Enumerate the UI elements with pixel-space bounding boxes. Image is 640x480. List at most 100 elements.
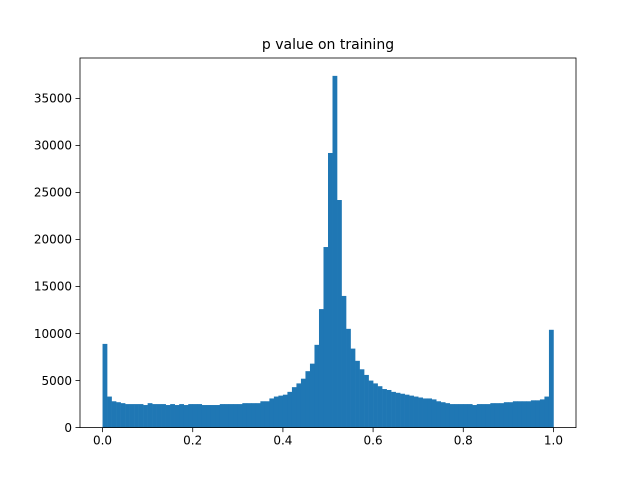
histogram-bar — [152, 404, 157, 428]
histogram-bars — [102, 75, 554, 428]
histogram-bar — [341, 295, 347, 428]
histogram-bar — [147, 403, 153, 428]
histogram-bar — [472, 405, 478, 428]
histogram-bar — [197, 404, 203, 428]
histogram-bar — [296, 383, 302, 428]
histogram-bar — [409, 395, 414, 428]
y-tick-label: 0 — [64, 421, 72, 435]
histogram-bar — [237, 404, 243, 428]
histogram-bar — [188, 404, 194, 428]
histogram-bar — [463, 404, 469, 428]
x-tick-label: 0.0 — [93, 434, 112, 448]
histogram-bar — [364, 374, 369, 428]
histogram-bar — [494, 403, 500, 428]
histogram-bar — [116, 402, 121, 428]
histogram-bar — [314, 344, 320, 428]
histogram-bar — [224, 404, 230, 428]
histogram-bar — [215, 405, 221, 428]
x-tick-label: 0.6 — [364, 434, 383, 448]
histogram-bar — [382, 389, 387, 428]
y-tick-label: 15000 — [34, 280, 72, 294]
x-tick-label: 0.2 — [183, 434, 202, 448]
histogram-bar — [228, 404, 234, 428]
histogram-bar — [269, 398, 275, 428]
histogram-bar — [440, 402, 446, 428]
histogram-bar — [305, 371, 311, 428]
histogram-bar — [508, 402, 514, 428]
x-tick-label: 0.4 — [273, 434, 292, 448]
histogram-bar — [418, 397, 423, 428]
histogram-bar — [517, 401, 523, 428]
histogram-bar — [138, 404, 144, 428]
histogram-bar — [490, 403, 496, 428]
histogram-bar — [386, 389, 392, 428]
x-axis-ticks: 0.0 0.2 0.4 0.6 0.8 1.0 — [93, 427, 563, 448]
histogram-bar — [278, 395, 284, 428]
histogram-bar — [233, 404, 239, 428]
histogram-bar — [323, 247, 329, 428]
histogram-bar — [359, 369, 365, 428]
histogram-bar — [445, 403, 451, 428]
y-axis-ticks: 0 5000 10000 15000 20000 25000 30000 35000 — [34, 92, 80, 435]
y-tick-label: 20000 — [34, 233, 72, 247]
histogram-bar — [246, 403, 252, 428]
histogram-bar — [544, 396, 550, 428]
histogram-bar — [210, 405, 216, 428]
histogram-bar — [548, 329, 554, 428]
histogram-bar — [328, 152, 333, 428]
histogram-bar — [287, 391, 293, 428]
histogram-bar — [512, 401, 518, 428]
histogram-bar — [413, 396, 419, 428]
histogram-bar — [427, 398, 433, 428]
chart-title: p value on training — [262, 37, 394, 53]
histogram-bar — [255, 403, 261, 428]
histogram-bar — [219, 404, 225, 428]
histogram-bar — [485, 404, 491, 428]
histogram-bar — [476, 404, 482, 428]
histogram-bar — [332, 75, 338, 428]
histogram-bar — [404, 394, 410, 428]
y-tick-label: 25000 — [34, 186, 72, 200]
histogram-bar — [391, 391, 396, 428]
histogram-bar — [260, 401, 266, 428]
y-tick-label: 10000 — [34, 327, 72, 341]
histogram-bar — [201, 405, 207, 428]
histogram-bar — [337, 200, 342, 428]
histogram-bar — [291, 387, 297, 428]
histogram-bar — [156, 404, 162, 428]
histogram-bar — [355, 360, 360, 428]
plot-frame — [79, 57, 577, 429]
histogram-bar — [161, 404, 166, 428]
histogram-bar — [395, 392, 401, 428]
histogram-bar — [165, 405, 171, 428]
histogram-bar — [125, 404, 130, 428]
histogram-bar — [499, 403, 505, 428]
histogram-bar — [530, 400, 536, 428]
histogram-bar — [521, 401, 527, 428]
y-tick-label: 5000 — [41, 374, 72, 388]
histogram-bar — [449, 404, 455, 428]
histogram-bar — [183, 405, 189, 428]
histogram-bar — [107, 396, 112, 428]
y-tick-label: 35000 — [34, 92, 72, 106]
histogram-bar — [350, 348, 356, 428]
histogram-bar — [179, 404, 185, 428]
histogram-bar — [242, 403, 248, 428]
histogram-bar — [273, 396, 279, 428]
histogram-bar — [251, 403, 257, 428]
histogram-bar — [535, 400, 541, 428]
histogram-bar — [264, 401, 270, 428]
histogram-bar — [170, 404, 175, 428]
histogram-bar — [102, 343, 108, 428]
histogram-bar — [309, 363, 315, 428]
histogram-bar — [346, 328, 351, 428]
histogram-bar — [373, 383, 378, 428]
histogram-bar — [481, 404, 487, 428]
histogram-bar — [318, 309, 324, 428]
histogram-bar — [111, 401, 117, 428]
y-tick-label: 30000 — [34, 139, 72, 153]
x-tick-label: 1.0 — [544, 434, 563, 448]
histogram-bar — [134, 404, 139, 428]
histogram-bar — [400, 393, 405, 428]
